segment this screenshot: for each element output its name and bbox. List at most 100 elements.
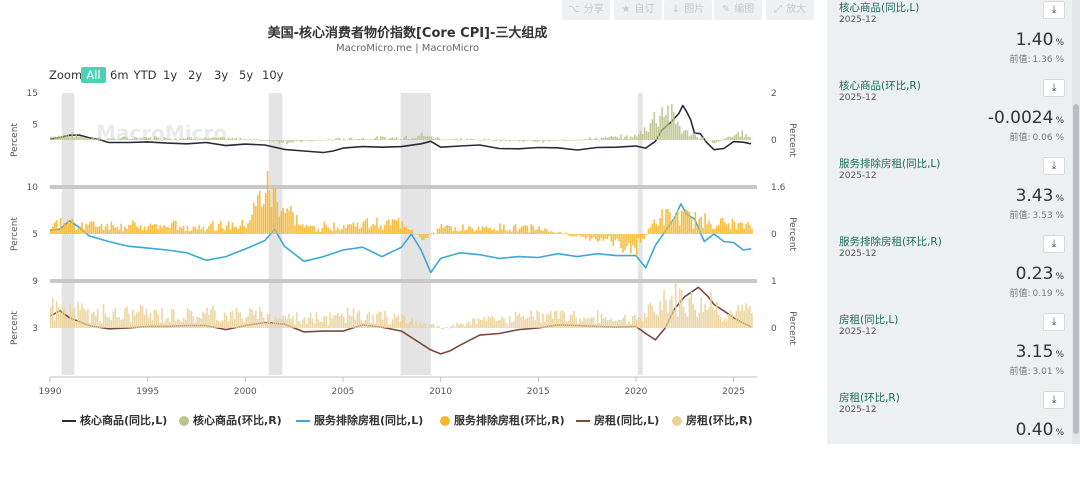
edit-chart-button[interactable]: ✎ 编图 — [714, 0, 762, 20]
bar-mark — [635, 136, 638, 140]
bar-mark — [67, 318, 70, 328]
bar-mark — [391, 319, 394, 328]
bar-mark — [249, 220, 251, 234]
bar-mark — [737, 305, 740, 328]
legend-item-core-goods-yoy[interactable]: 核心商品(同比,L) — [62, 412, 167, 430]
bar-mark — [630, 234, 632, 254]
bar-mark — [94, 315, 97, 328]
bar-mark — [639, 131, 642, 140]
bar-mark — [233, 138, 236, 140]
download-icon[interactable]: ⤓ — [1043, 1, 1065, 19]
zoom-1y-button[interactable]: 1y — [163, 68, 178, 82]
bar-mark — [575, 139, 577, 141]
bar-mark — [241, 219, 243, 234]
legend-swatch — [440, 416, 450, 426]
bar-mark — [335, 315, 337, 328]
bar-mark — [120, 320, 122, 328]
bar-mark — [727, 313, 730, 328]
enlarge-button[interactable]: ⤢ 放大 — [766, 0, 814, 20]
legend-item-shelter-yoy[interactable]: 房租(同比,L) — [576, 412, 659, 430]
zoom-5y-button[interactable]: 5y — [239, 68, 254, 82]
bar-mark — [245, 317, 247, 328]
bar-mark — [251, 139, 253, 141]
bar-mark — [641, 133, 644, 140]
bar-mark — [329, 312, 331, 328]
bar-mark — [274, 316, 277, 328]
bar-mark — [214, 310, 216, 328]
zoom-2y-button[interactable]: 2y — [188, 68, 203, 82]
bar-mark — [75, 134, 77, 140]
bar-mark — [198, 139, 201, 140]
bar-mark — [128, 225, 130, 234]
image-button[interactable]: ↓ 图片 — [664, 0, 712, 20]
download-icon[interactable]: ⤓ — [1043, 79, 1065, 97]
bar-mark — [641, 234, 644, 240]
bar-mark — [145, 137, 148, 140]
share-button[interactable]: ⌥ 分享 — [562, 0, 610, 20]
bar-mark — [499, 223, 501, 234]
bar-mark — [260, 311, 263, 328]
zoom-ytd-button[interactable]: YTD — [133, 68, 157, 82]
bar-mark — [85, 223, 87, 234]
bar-mark — [583, 234, 585, 237]
value-number: -0.0024 — [987, 108, 1054, 128]
customize-button[interactable]: ★ 自订 — [614, 0, 662, 20]
bar-mark — [198, 225, 201, 234]
bar-mark — [407, 323, 410, 328]
scrollbar-thumb[interactable] — [1073, 104, 1079, 434]
bar-mark — [428, 136, 431, 140]
download-icon[interactable]: ⤓ — [1043, 157, 1065, 175]
bar-mark — [731, 137, 734, 140]
legend-swatch — [576, 420, 590, 422]
bar-mark — [299, 323, 302, 328]
bar-mark — [514, 140, 517, 141]
legend-item-core-goods-mom[interactable]: 核心商品(环比,R) — [179, 412, 282, 430]
bar-mark — [454, 327, 456, 328]
download-icon[interactable]: ⤓ — [1043, 235, 1065, 253]
legend-item-services-yoy[interactable]: 服务排除房租(同比,L) — [296, 412, 423, 430]
bar-mark — [487, 316, 490, 328]
bar-mark — [339, 315, 341, 328]
bar-mark — [186, 137, 189, 140]
bar-mark — [333, 140, 335, 141]
bar-mark — [65, 224, 68, 234]
bar-mark — [383, 136, 386, 140]
bar-mark — [122, 136, 124, 140]
x-tick-label: 2000 — [234, 387, 257, 397]
bar-mark — [579, 139, 581, 141]
bar-mark — [508, 229, 511, 234]
bar-mark — [380, 312, 382, 328]
bar-mark — [264, 322, 267, 328]
value-number: 3.15 — [1015, 342, 1054, 362]
bar-mark — [171, 308, 173, 328]
bar-mark — [94, 138, 97, 140]
zoom-10y-button[interactable]: 10y — [262, 68, 284, 82]
download-icon[interactable]: ⤓ — [1043, 391, 1065, 409]
bar-mark — [221, 320, 224, 328]
bar-mark — [413, 234, 415, 235]
bar-mark — [600, 137, 603, 140]
legend-item-services-mom[interactable]: 服务排除房租(环比,R) — [440, 412, 565, 430]
bar-mark — [567, 140, 570, 141]
zoom-6m-button[interactable]: 6m — [110, 68, 129, 82]
bar-mark — [446, 139, 449, 141]
bar-mark — [331, 230, 333, 234]
download-icon[interactable]: ⤓ — [1043, 313, 1065, 331]
zoom-3y-button[interactable]: 3y — [214, 68, 229, 82]
bar-mark — [487, 138, 490, 140]
bar-mark — [663, 116, 665, 140]
bar-mark — [729, 136, 732, 140]
bar-mark — [483, 316, 486, 328]
bar-mark — [700, 297, 702, 328]
bar-mark — [645, 131, 648, 140]
bar-mark — [63, 222, 66, 234]
bar-mark — [161, 227, 163, 234]
zoom-all-button[interactable]: All — [81, 67, 106, 83]
legend-item-shelter-mom[interactable]: 房租(环比,R) — [672, 412, 753, 430]
bar-mark — [235, 137, 238, 140]
bar-mark — [184, 138, 187, 140]
bar-mark — [462, 224, 464, 234]
bar-mark — [563, 234, 566, 235]
bar-mark — [669, 299, 671, 328]
side-item: 核心商品(同比,L) 2025-12 ⤓ 1.40% 前值: 1.36 % — [827, 0, 1080, 78]
